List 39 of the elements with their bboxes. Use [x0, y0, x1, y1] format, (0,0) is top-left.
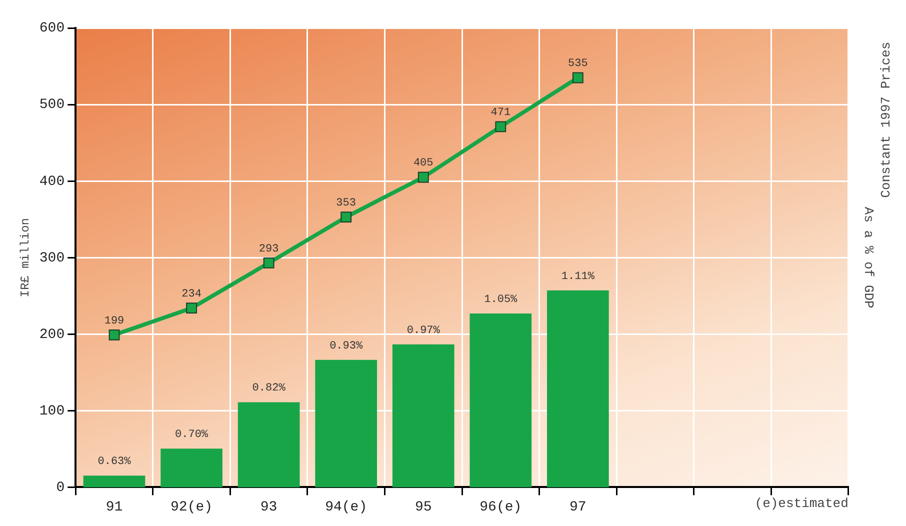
- point: [495, 121, 506, 132]
- x-tick-label: 95: [414, 499, 432, 516]
- point: [340, 212, 352, 222]
- x-tick-label: 93: [260, 499, 278, 516]
- data-label: 1.11%: [561, 270, 595, 283]
- point: [186, 302, 197, 314]
- data-label: 199: [104, 315, 124, 328]
- y-tick-label: 500: [39, 97, 65, 114]
- x-tick-label: 96(e): [480, 499, 522, 516]
- x-tick-label: 91: [106, 499, 123, 516]
- data-label: 405: [413, 158, 434, 170]
- y-tick-label: 100: [39, 403, 65, 420]
- data-label: 535: [568, 58, 588, 70]
- data-label: 0.93%: [330, 340, 363, 352]
- x-tick-label: 97: [570, 499, 586, 516]
- y-axis-title: IR£ million: [18, 218, 32, 298]
- y-tick-label: 600: [39, 20, 65, 37]
- y-tick-label: 0: [56, 480, 65, 496]
- point: [108, 329, 120, 340]
- point: [572, 72, 584, 84]
- data-label: 0.97%: [406, 324, 440, 337]
- data-label: 353: [336, 197, 356, 210]
- x-tick-label: 92(e): [170, 499, 213, 516]
- x-tick-label: 94(e): [325, 499, 368, 516]
- text: Constant 1997 Prices: [878, 42, 894, 198]
- data-label: 0.63%: [98, 456, 132, 468]
- text: (e)estimated: [754, 496, 848, 512]
- y2-axis-title: As a % of GDP: [860, 206, 876, 309]
- data-label: 1.05%: [484, 294, 518, 306]
- y-tick-label: 400: [39, 174, 65, 190]
- y-tick-label: 200: [39, 326, 65, 343]
- point: [418, 172, 429, 183]
- data-label: 234: [182, 288, 202, 301]
- y-tick-label: 300: [39, 250, 65, 266]
- data-label: 293: [258, 243, 279, 256]
- point: [263, 258, 274, 268]
- data-label: 0.82%: [252, 382, 286, 395]
- data-label: 0.70%: [175, 429, 208, 442]
- data-label: 471: [490, 107, 511, 120]
